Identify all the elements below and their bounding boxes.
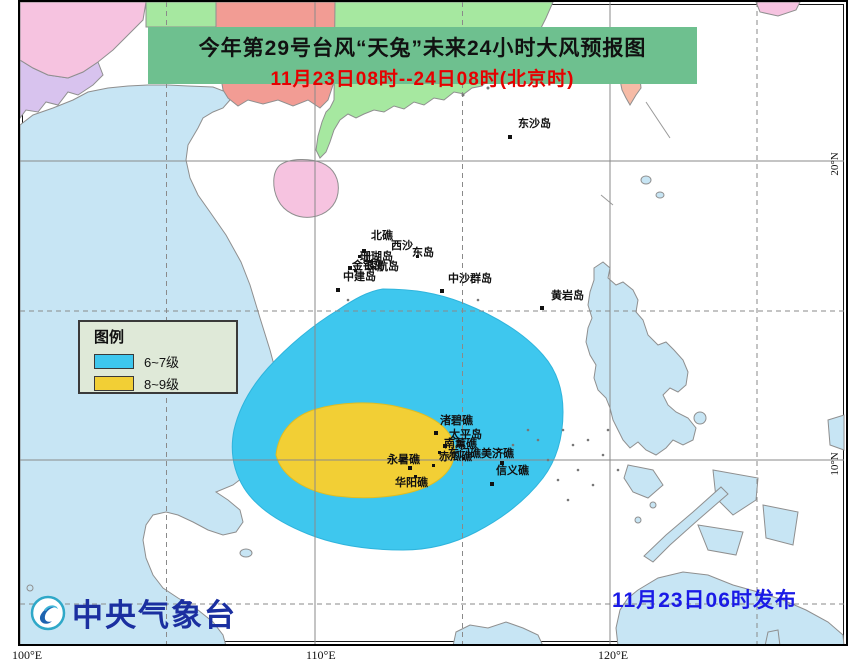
island-marker [432,464,435,467]
legend-item: 8~9级 [94,373,236,393]
island-label-beijiao: 北礁 [371,230,393,242]
island-label-zhongshaqundao: 中沙群岛 [448,273,492,285]
lon-label-120e: 120°E [598,648,629,662]
boundary-line [600,194,614,206]
island-marker [348,266,352,270]
land-island [693,411,707,425]
land-islet [640,175,652,185]
cma-logo-icon [30,595,66,630]
island-marker [354,269,357,272]
island-marker [462,457,465,460]
island-marker [508,135,512,139]
land-pink-patch [755,2,801,17]
legend-item: 6~7级 [94,351,236,371]
island-label-huangyandao: 黄岩岛 [551,290,584,302]
island-label-zhongjiandao: 中建岛 [343,271,376,283]
map-title: 今年第29号台风“天兔”未来24小时大风预报图 [198,37,647,60]
legend-box: 图例 6~7级 8~9级 [78,320,238,394]
island-marker [438,451,441,454]
agency-name: 中央气象台 [72,598,237,633]
lon-label-110e: 110°E [306,648,336,662]
land-pink-region [20,2,147,79]
land-island [697,524,744,556]
island-markers [336,135,544,486]
island-label-xinyijiao: 信义礁 [496,465,529,477]
island-marker [443,444,447,448]
island-label-nanxunjiao: 南薰礁 [444,438,477,450]
island-label-huayangjiao: 华阳礁 [395,477,428,489]
map-subtitle: 11月23日08时--24日08时(北京时) [270,69,575,90]
land-island [827,414,845,451]
land-islet [649,501,657,509]
land-luzon [585,261,697,456]
island-marker [490,482,494,486]
island-marker [416,255,419,258]
land-islet [655,191,665,199]
land-mindoro [623,464,664,499]
wind-area-8-9 [275,402,456,499]
island-marker [358,255,361,258]
land-islet [634,516,642,524]
island-label-jinyindao: 金银岛 [352,260,385,272]
land-islet [26,584,34,592]
land-island [764,629,781,644]
land-palawan [643,486,729,563]
island-label-dongsha: 东沙岛 [518,118,551,130]
legend-swatch-6-7 [94,353,134,369]
legend-label: 8~9级 [144,376,180,392]
graticule [20,2,844,644]
legend-title: 图例 [94,329,125,346]
island-marker [500,461,504,465]
island-label-xisha: 西沙 [391,240,413,252]
island-label-chiguajiao: 赤瓜礁 [439,451,472,463]
island-label-dongmenjiao: 东门礁 [448,448,481,460]
island-marker [440,289,444,293]
release-time: 11月23日06时发布 [612,589,797,612]
lon-label-100e: 100°E [12,648,43,662]
island-label-chenhangdao: 琛航岛 [366,261,399,273]
land-islet [239,548,253,558]
title-banner: 今年第29号台风“天兔”未来24小时大风预报图 11月23日08时--24日08… [148,27,697,90]
island-marker [336,288,340,292]
island-marker [540,306,544,310]
land-hainan [273,159,339,218]
island-marker [408,466,412,470]
island-marker [434,431,438,435]
land-green-strip [145,2,217,28]
island-label-yongshujiao: 永暑礁 [387,454,420,466]
island-label-dongdao: 东岛 [412,247,434,259]
lat-label-20n: 20°N [829,152,841,176]
island-marker [362,249,366,253]
island-label-taipingdao: 太平岛 [449,429,482,441]
boundary-line [645,101,671,139]
island-label-meijijiao: 美济礁 [481,448,514,460]
legend-label: 6~7级 [144,354,180,370]
lat-label-10n: 10°N [829,452,841,476]
island-label-zhubijiao: 渚碧礁 [440,415,473,427]
island-marker [414,475,417,478]
island-label-shanhudao: 珊瑚岛 [360,251,393,263]
land-island [452,621,543,644]
agency-logo: 中央气象台 [30,590,237,635]
legend-swatch-8-9 [94,375,134,391]
land-island [762,504,799,546]
